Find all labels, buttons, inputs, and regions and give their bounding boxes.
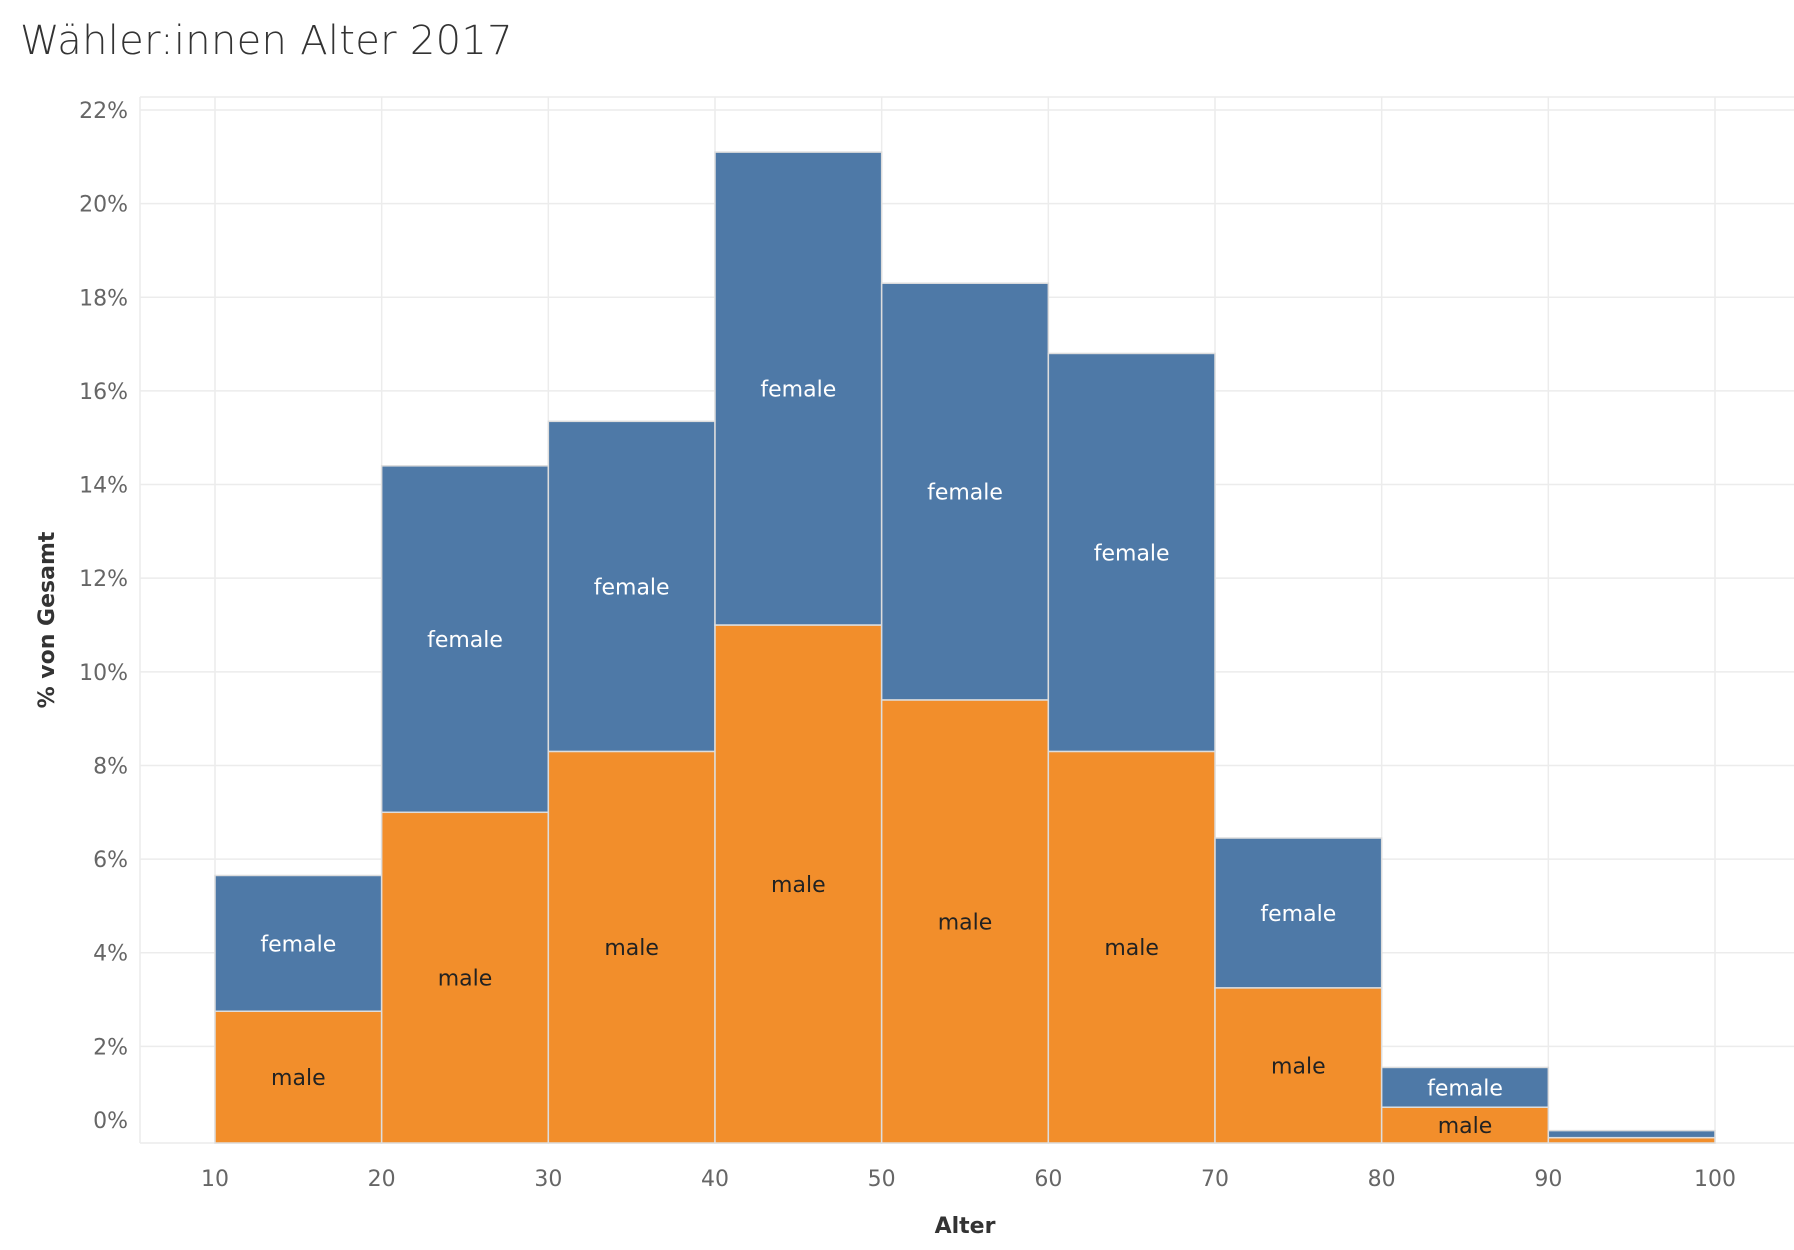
bar-segment-male[interactable] [1380, 1106, 1550, 1144]
bar-segment-female[interactable] [547, 420, 716, 753]
bar-segment-female[interactable] [880, 282, 1050, 701]
y-tick-label: 0% [93, 1109, 128, 1134]
bar-segment-male[interactable] [1047, 750, 1216, 1144]
segment-label-female: female [427, 628, 503, 653]
x-tick-label: 50 [868, 1167, 896, 1192]
segment-label-male: male [771, 873, 826, 898]
segment-label-female: female [1427, 1076, 1503, 1101]
segment-label-female: female [760, 378, 836, 403]
x-tick-label: 70 [1201, 1167, 1229, 1192]
bars: male female male female male female male female… [214, 151, 1716, 1144]
chart-title: Wähler:innen Alter 2017 [20, 18, 513, 64]
x-tick-label: 40 [701, 1167, 729, 1192]
bar-segment-male[interactable] [547, 750, 716, 1144]
x-axis-ticks: 10 20 30 40 50 60 70 80 90 100 [201, 1167, 1736, 1192]
y-tick-label: 22% [79, 99, 128, 124]
segment-label-male: male [604, 936, 659, 961]
x-tick-label: 100 [1694, 1167, 1736, 1192]
bar-segment-female[interactable] [380, 465, 550, 814]
x-tick-label: 20 [368, 1167, 396, 1192]
y-tick-label: 4% [93, 942, 128, 967]
segment-label-male: male [938, 910, 993, 935]
bar-segment-female[interactable] [1380, 1066, 1550, 1108]
bar-segment-male[interactable] [1214, 987, 1383, 1144]
y-axis-ticks: 0% 2% 4% 6% 8% 10% 12% 14% 16% 18% 20% 22% [79, 99, 128, 1134]
segment-label-female: female [927, 481, 1003, 506]
y-tick-label: 12% [79, 567, 128, 592]
segment-label-female: female [260, 932, 336, 957]
x-tick-label: 30 [534, 1167, 562, 1192]
bar-segment-male[interactable] [380, 811, 550, 1144]
x-tick-label: 60 [1034, 1167, 1062, 1192]
x-tick-label: 90 [1534, 1167, 1562, 1192]
x-tick-label: 80 [1368, 1167, 1396, 1192]
segment-label-male: male [1438, 1114, 1493, 1139]
bar-segment-male[interactable] [714, 624, 883, 1144]
segment-label-female: female [1260, 902, 1336, 927]
bar-segment-female[interactable] [714, 151, 883, 626]
y-tick-label: 10% [79, 661, 128, 686]
segment-label-male: male [1104, 936, 1159, 961]
y-tick-label: 6% [93, 848, 128, 873]
bar-segment-female[interactable] [214, 874, 383, 1013]
segment-label-male: male [271, 1066, 326, 1091]
bar-segment-female[interactable] [1214, 837, 1383, 989]
y-tick-label: 18% [79, 286, 128, 311]
bar-segment-male[interactable] [880, 699, 1050, 1144]
bar-segment-female[interactable] [1047, 352, 1216, 753]
segment-label-female: female [594, 575, 670, 600]
segment-label-female: female [1094, 541, 1170, 566]
x-axis-title: Alter [935, 1214, 996, 1239]
y-tick-label: 16% [79, 380, 128, 405]
y-tick-label: 20% [79, 193, 128, 218]
y-tick-label: 2% [93, 1035, 128, 1060]
x-tick-label: 10 [201, 1167, 229, 1192]
segment-label-male: male [438, 967, 493, 992]
bar-segment-male[interactable] [1547, 1136, 1716, 1144]
y-tick-label: 14% [79, 474, 128, 499]
bar-segment-female[interactable] [1547, 1129, 1716, 1139]
y-axis-title: % von Gesamt [35, 531, 60, 708]
y-tick-label: 8% [93, 754, 128, 779]
segment-label-male: male [1271, 1054, 1326, 1079]
